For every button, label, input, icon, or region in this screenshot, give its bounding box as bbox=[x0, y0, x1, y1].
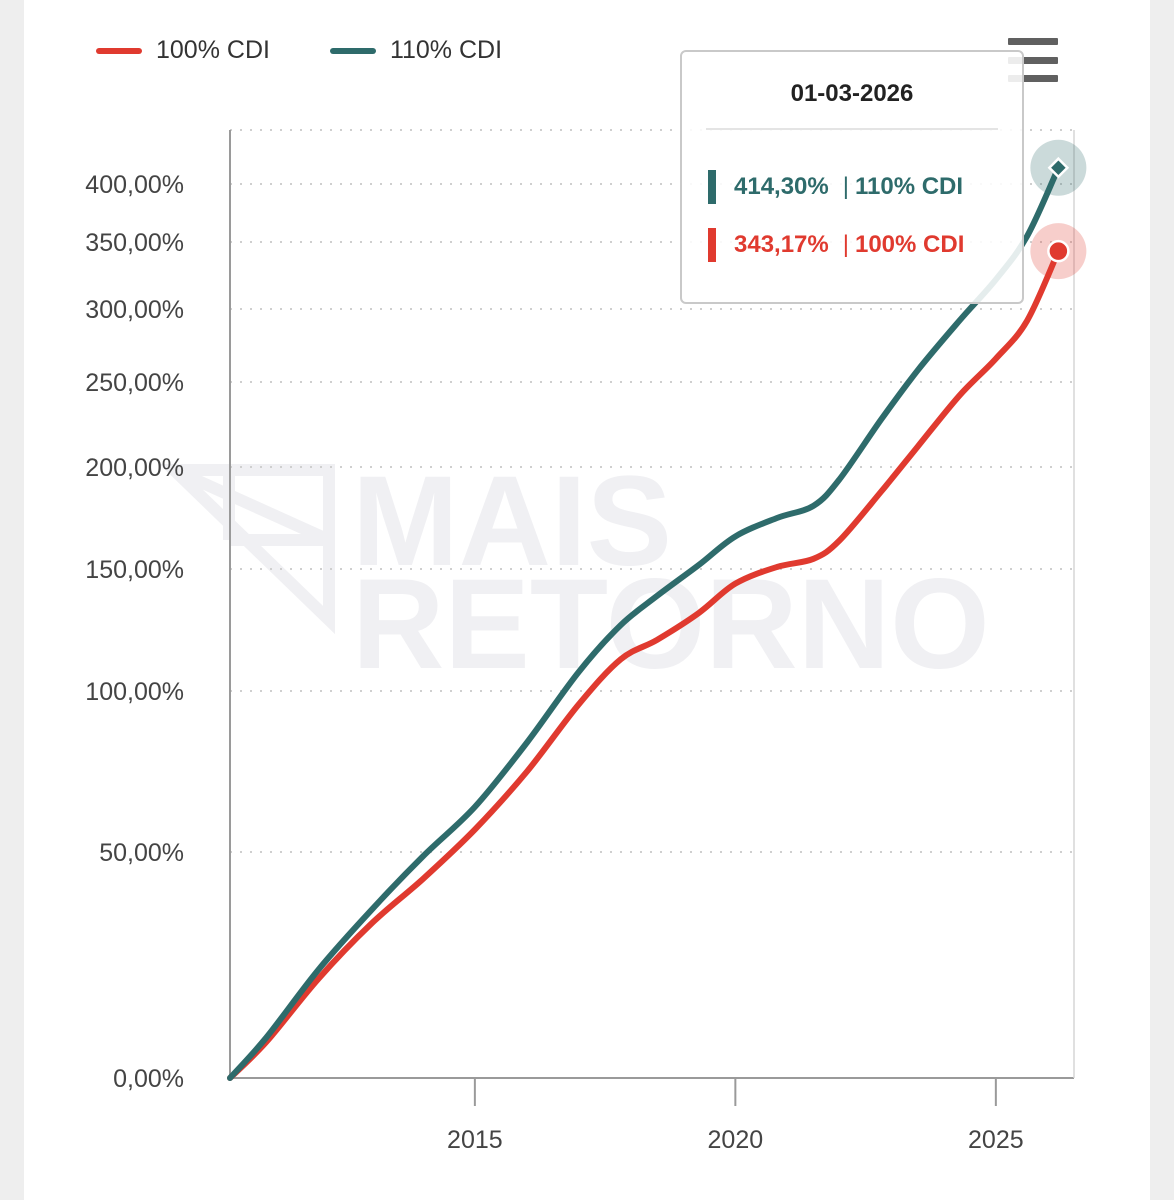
hover-markers bbox=[1030, 139, 1087, 280]
watermark-text-retorno: RETORNO bbox=[352, 553, 990, 696]
tooltip: 01-03-2026 414,30% | 110% CDI 343,17% | 10… bbox=[680, 50, 1024, 304]
legend-swatch-100-cdi bbox=[96, 47, 142, 54]
x-axis-ticks: 2015 2020 2025 bbox=[447, 1078, 1024, 1154]
tooltip-color-bar bbox=[708, 228, 716, 262]
y-tick-label: 100,00% bbox=[85, 678, 184, 706]
tooltip-series-label: 100% CDI bbox=[854, 231, 965, 258]
legend-label: 100% CDI bbox=[156, 36, 270, 64]
legend-swatch-110-cdi bbox=[329, 47, 376, 54]
legend-item-100-cdi[interactable]: 100% CDI bbox=[96, 36, 270, 65]
tooltip-divider bbox=[706, 128, 998, 130]
tooltip-series-name: | 100% CDI bbox=[842, 231, 965, 258]
menu-line bbox=[1008, 75, 1058, 82]
tooltip-value: 343,17% bbox=[734, 231, 829, 258]
hamburger-menu-icon[interactable] bbox=[1008, 38, 1058, 82]
chart-card: 100% CDI 110% CDI MAIS RETORNO 0,00% 50,0… bbox=[24, 0, 1150, 1200]
x-tick-label: 2020 bbox=[708, 1126, 764, 1154]
y-tick-label: 200,00% bbox=[85, 454, 184, 482]
x-tick-label: 2025 bbox=[968, 1126, 1024, 1154]
tooltip-series-name: | 110% CDI bbox=[842, 173, 964, 200]
legend-item-110-cdi[interactable]: 110% CDI bbox=[329, 36, 503, 65]
series bbox=[227, 164, 1062, 1081]
series-line-100-cdi bbox=[227, 248, 1062, 1081]
hover-marker-dot bbox=[1047, 239, 1070, 263]
legend-label: 110% CDI bbox=[389, 36, 503, 64]
y-tick-label: 400,00% bbox=[85, 171, 184, 199]
x-tick-label: 2015 bbox=[447, 1126, 503, 1154]
series-line-110-cdi bbox=[227, 164, 1062, 1081]
hover-marker-diamond bbox=[1047, 156, 1070, 179]
line-chart: MAIS RETORNO 0,00% 50,00% 100,00% 150,00% 20… bbox=[85, 129, 1087, 1154]
y-tick-label: 350,00% bbox=[85, 229, 184, 257]
y-axis-ticks: 0,00% 50,00% 100,00% 150,00% 200,00% 250,00% 3… bbox=[85, 171, 184, 1093]
tooltip-series-label: 110% CDI bbox=[854, 173, 964, 200]
legend: 100% CDI 110% CDI bbox=[96, 36, 502, 65]
menu-line bbox=[1008, 38, 1058, 45]
y-tick-label: 300,00% bbox=[85, 296, 184, 324]
y-tick-label: 0,00% bbox=[113, 1065, 184, 1093]
tooltip-row-110-cdi: 414,30% | 110% CDI bbox=[708, 170, 963, 204]
tooltip-value: 414,30% bbox=[734, 173, 829, 200]
tooltip-row-100-cdi: 343,17% | 100% CDI bbox=[708, 228, 964, 262]
tooltip-color-bar bbox=[708, 170, 716, 204]
y-tick-label: 250,00% bbox=[85, 369, 184, 397]
tooltip-date: 01-03-2026 bbox=[790, 80, 914, 107]
watermark: MAIS RETORNO bbox=[159, 450, 990, 696]
watermark-logo-mark bbox=[159, 464, 335, 635]
menu-line bbox=[1008, 56, 1058, 64]
gridlines bbox=[230, 129, 1074, 853]
y-tick-label: 50,00% bbox=[99, 839, 184, 867]
y-tick-label: 150,00% bbox=[85, 556, 184, 584]
